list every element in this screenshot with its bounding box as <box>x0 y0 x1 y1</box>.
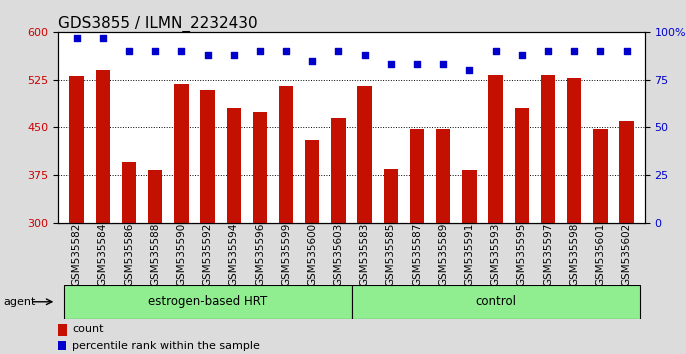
Text: GSM535602: GSM535602 <box>622 223 632 286</box>
Bar <box>351 285 639 319</box>
Point <box>202 52 213 58</box>
Text: control: control <box>475 295 516 308</box>
Bar <box>58 341 66 350</box>
Text: GSM535598: GSM535598 <box>569 223 579 286</box>
Point <box>464 67 475 73</box>
Bar <box>252 112 267 223</box>
Text: GSM535587: GSM535587 <box>412 223 422 286</box>
Bar <box>567 78 581 223</box>
Point <box>621 48 632 54</box>
Point <box>333 48 344 54</box>
Point <box>359 52 370 58</box>
Bar <box>305 140 320 223</box>
Text: GDS3855 / ILMN_2232430: GDS3855 / ILMN_2232430 <box>58 16 258 32</box>
Text: GSM535584: GSM535584 <box>98 223 108 286</box>
Bar <box>200 91 215 223</box>
Text: GSM535583: GSM535583 <box>359 223 370 286</box>
Bar <box>593 129 608 223</box>
Text: percentile rank within the sample: percentile rank within the sample <box>72 341 260 351</box>
Text: GSM535585: GSM535585 <box>386 223 396 286</box>
Text: GSM535601: GSM535601 <box>595 223 605 286</box>
Point <box>595 48 606 54</box>
Point <box>569 48 580 54</box>
Bar <box>488 75 503 223</box>
Point <box>281 48 292 54</box>
Bar <box>95 70 110 223</box>
Point <box>97 35 108 40</box>
Bar <box>541 75 555 223</box>
Text: GSM535589: GSM535589 <box>438 223 448 286</box>
Bar <box>58 324 67 336</box>
Text: GSM535597: GSM535597 <box>543 223 553 286</box>
Bar <box>279 86 294 223</box>
Text: GSM535603: GSM535603 <box>333 223 344 286</box>
Point <box>438 62 449 67</box>
Text: count: count <box>72 324 104 334</box>
Point <box>123 48 134 54</box>
Point <box>176 48 187 54</box>
Bar <box>462 170 477 223</box>
Text: agent: agent <box>3 297 36 307</box>
Text: GSM535599: GSM535599 <box>281 223 291 286</box>
Text: GSM535588: GSM535588 <box>150 223 161 286</box>
Point <box>150 48 161 54</box>
Bar <box>69 76 84 223</box>
Bar <box>383 169 398 223</box>
Bar <box>514 108 529 223</box>
Text: GSM535595: GSM535595 <box>517 223 527 286</box>
Text: GSM535594: GSM535594 <box>228 223 239 286</box>
Point <box>386 62 397 67</box>
Bar <box>331 118 346 223</box>
Bar <box>226 108 241 223</box>
Point <box>307 58 318 63</box>
Bar <box>619 121 634 223</box>
Text: GSM535593: GSM535593 <box>490 223 501 286</box>
Text: GSM535582: GSM535582 <box>71 223 82 286</box>
Bar <box>148 170 163 223</box>
Text: estrogen-based HRT: estrogen-based HRT <box>148 295 267 308</box>
Point <box>412 62 423 67</box>
Point <box>71 35 82 40</box>
Bar <box>357 86 372 223</box>
Bar <box>436 129 451 223</box>
Point <box>490 48 501 54</box>
Point <box>543 48 554 54</box>
Text: GSM535596: GSM535596 <box>255 223 265 286</box>
Point <box>228 52 239 58</box>
Text: GSM535590: GSM535590 <box>176 223 187 286</box>
Text: GSM535600: GSM535600 <box>307 223 318 286</box>
Text: GSM535586: GSM535586 <box>124 223 134 286</box>
Bar <box>410 129 424 223</box>
Bar <box>174 84 189 223</box>
Text: GSM535592: GSM535592 <box>202 223 213 286</box>
Bar <box>64 285 351 319</box>
Point <box>517 52 528 58</box>
Bar <box>122 162 137 223</box>
Point <box>255 48 265 54</box>
Text: GSM535591: GSM535591 <box>464 223 475 286</box>
